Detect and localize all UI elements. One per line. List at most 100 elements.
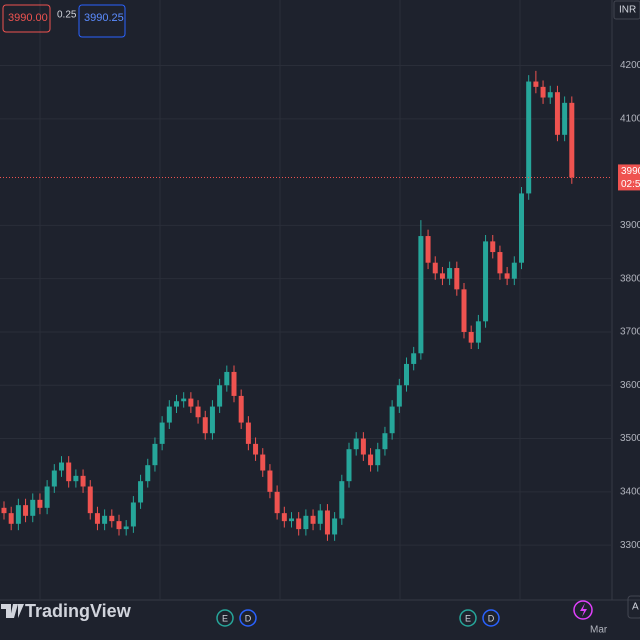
candle-body (425, 236, 431, 263)
y-tick-label: 4200. (620, 60, 640, 71)
candle-body (80, 475, 86, 487)
auto-button-box[interactable] (627, 595, 640, 619)
spread: 0.25 (57, 10, 77, 21)
y-tick-label: 3500 (620, 433, 640, 444)
countdown: 02:5 (621, 179, 640, 190)
candle-body (296, 518, 302, 530)
candle-body (123, 526, 129, 530)
candle-body (159, 422, 165, 444)
candle-body (490, 241, 496, 253)
candle-body (166, 406, 172, 423)
candle-body (346, 449, 352, 482)
candle-body (389, 406, 395, 434)
y-tick-label: 3400 (620, 486, 640, 497)
candle-body (303, 515, 309, 530)
y-tick-label: 3900 (620, 220, 640, 231)
buy-button[interactable] (78, 4, 126, 38)
candle-body (274, 491, 280, 514)
candle-body (396, 385, 402, 407)
candle-body (483, 241, 489, 322)
event-marker-label: D (245, 613, 252, 623)
event-marker-label: E (465, 613, 471, 623)
event-marker[interactable] (482, 609, 500, 627)
candle-body (411, 353, 417, 364)
candle-body (454, 268, 460, 290)
candle-body (37, 499, 43, 508)
candle-body (181, 398, 187, 402)
candle-body (138, 481, 144, 503)
candle-body (519, 193, 524, 263)
candle-body (281, 513, 287, 522)
y-tick-label: 3800 (620, 273, 640, 284)
candle-body (202, 417, 208, 434)
candle-body (8, 513, 14, 524)
candle-body (59, 462, 64, 471)
candle-body (94, 513, 100, 524)
candle-body (217, 385, 223, 407)
currency: INR (619, 5, 636, 16)
logo (1, 604, 24, 618)
candle-body (23, 505, 29, 516)
candle-body (554, 92, 560, 135)
candle-body (404, 363, 409, 386)
buy-price: 3990.25 (84, 12, 124, 24)
candle-body (360, 438, 366, 455)
candle-body (145, 465, 151, 482)
candle-body (231, 371, 237, 396)
candle-body (260, 454, 266, 471)
candle-body (73, 475, 79, 482)
candle-body (497, 252, 503, 274)
candle-body (461, 289, 467, 332)
candle-body (511, 262, 517, 279)
price-label-box (618, 164, 640, 191)
candle-body (432, 262, 438, 274)
candle-body (418, 236, 424, 354)
candle-body (130, 502, 136, 527)
alert-bolt (580, 603, 587, 617)
auto-button: A (632, 602, 639, 613)
candle-body (353, 438, 359, 450)
sell-button[interactable] (2, 4, 51, 33)
candle-body (332, 518, 338, 535)
candle-body (195, 406, 201, 418)
candle-body (468, 331, 474, 343)
candle-body (51, 470, 57, 487)
alert-icon[interactable] (573, 600, 593, 620)
event-marker-label: D (488, 613, 495, 623)
candle-body (504, 273, 510, 279)
candle-body (547, 92, 553, 98)
candle-body (15, 505, 21, 524)
candle-body (267, 470, 273, 492)
candle-body (540, 86, 546, 98)
sell-price: 3990.00 (8, 12, 48, 24)
x-tick-label: Mar (590, 625, 608, 636)
candle-body (339, 481, 345, 519)
y-tick-label: 4100. (620, 113, 640, 124)
candle-body (44, 486, 50, 508)
y-tick-label: 3600 (620, 380, 640, 391)
candle-body (310, 515, 316, 524)
candle-body (475, 321, 481, 343)
candle-body (289, 518, 294, 522)
event-marker-label: E (222, 613, 228, 623)
candle-body (238, 395, 244, 423)
candle-body (375, 449, 381, 466)
candle-body (188, 398, 194, 407)
candle-body (253, 443, 259, 455)
event-marker[interactable] (239, 609, 257, 627)
event-marker[interactable] (216, 609, 234, 627)
candle-body (447, 268, 453, 279)
candle-body (224, 371, 230, 386)
event-marker[interactable] (459, 609, 477, 627)
candle-body (439, 273, 445, 279)
y-tick-label: 3300 (620, 540, 640, 551)
candle-body (109, 515, 115, 522)
candle-body (66, 462, 72, 482)
candle-body (324, 510, 330, 535)
candle-body (116, 521, 122, 530)
candle-body (30, 499, 36, 516)
candle-body (1, 507, 7, 514)
candle-body (533, 81, 539, 87)
